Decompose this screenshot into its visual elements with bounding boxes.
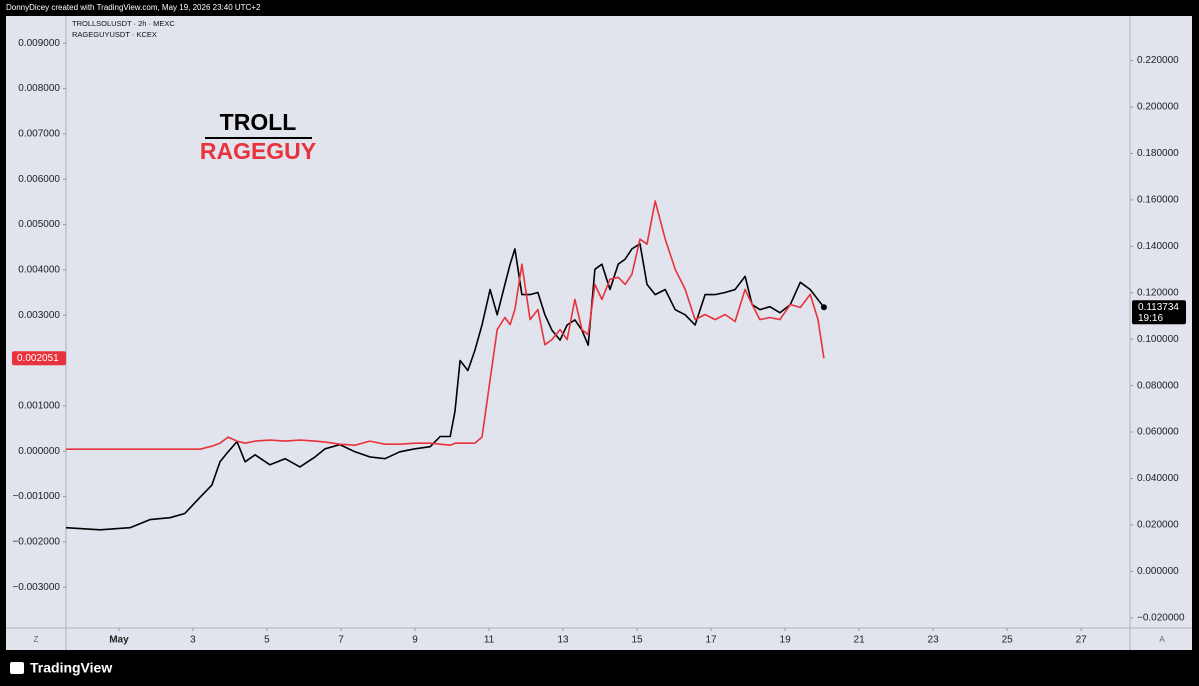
series-line — [66, 200, 825, 450]
y2-tick-label: 0.000000 — [1137, 566, 1179, 577]
annotation: TROLL — [220, 109, 297, 135]
y-tick-label: −0.002000 — [12, 537, 60, 548]
y2-tick-label: 0.100000 — [1137, 334, 1179, 345]
last-value-label: 0.002051 — [17, 353, 59, 364]
y-tick-label: 0.004000 — [18, 265, 60, 276]
annotation: RAGEGUY — [200, 138, 316, 164]
footer-logo: TradingView — [30, 660, 112, 676]
zoom-button[interactable]: Z — [34, 635, 39, 644]
y2-tick-label: −0.020000 — [1137, 612, 1185, 623]
header: DonnyDicey created with TradingView.com,… — [6, 3, 261, 12]
y-tick-label: 0.005000 — [18, 219, 60, 230]
y2-tick-label: 0.180000 — [1137, 148, 1179, 159]
x-tick-label: 7 — [338, 635, 344, 646]
y2-tick-label: 0.060000 — [1137, 427, 1179, 438]
y-tick-label: 0.000000 — [18, 446, 60, 457]
y-tick-label: 0.006000 — [18, 174, 60, 185]
x-tick-label: 23 — [928, 635, 940, 646]
x-tick-label: 17 — [705, 635, 717, 646]
x-tick-label: 21 — [854, 635, 866, 646]
y2-tick-label: 0.040000 — [1137, 473, 1179, 484]
y2-tick-label: 0.080000 — [1137, 380, 1179, 391]
x-tick-label: 25 — [1002, 635, 1014, 646]
y-tick-label: 0.007000 — [18, 129, 60, 140]
x-tick-label: 27 — [1076, 635, 1088, 646]
y-tick-label: 0.009000 — [18, 38, 60, 49]
series-line — [65, 243, 825, 531]
last-value-label: 0.113734 — [1138, 302, 1179, 313]
auto-button[interactable]: A — [1159, 635, 1165, 644]
y2-tick-label: 0.120000 — [1137, 287, 1179, 298]
x-tick-label: 5 — [264, 635, 270, 646]
x-tick-label: May — [109, 635, 129, 646]
legend-entry: RAGEGUYUSDT · KCEX — [72, 30, 157, 39]
last-value-box — [1132, 300, 1186, 325]
x-tick-label: 9 — [412, 635, 418, 646]
y-tick-label: −0.003000 — [12, 582, 60, 593]
y2-tick-label: 0.200000 — [1137, 102, 1179, 113]
y2-tick-label: 0.140000 — [1137, 241, 1179, 252]
x-tick-label: 19 — [780, 635, 792, 646]
x-tick-label: 3 — [190, 635, 196, 646]
y-tick-label: 0.008000 — [18, 83, 60, 94]
y-tick-label: −0.001000 — [12, 491, 60, 502]
x-tick-label: 15 — [631, 635, 643, 646]
y-tick-label: 0.003000 — [18, 310, 60, 321]
y-tick-label: 0.001000 — [18, 401, 60, 412]
countdown: 19:16 — [1138, 313, 1163, 324]
x-tick-label: 11 — [484, 635, 495, 646]
y2-tick-label: 0.220000 — [1137, 55, 1179, 66]
y2-tick-label: 0.160000 — [1137, 195, 1179, 206]
x-tick-label: 13 — [557, 635, 569, 646]
chart-background — [6, 16, 1192, 650]
last-point — [820, 304, 827, 311]
last-value-box — [12, 351, 66, 366]
logo-icon — [10, 662, 24, 674]
legend-entry: TROLLSOLUSDT · 2h · MEXC — [72, 19, 175, 28]
y2-tick-label: 0.020000 — [1137, 520, 1179, 531]
